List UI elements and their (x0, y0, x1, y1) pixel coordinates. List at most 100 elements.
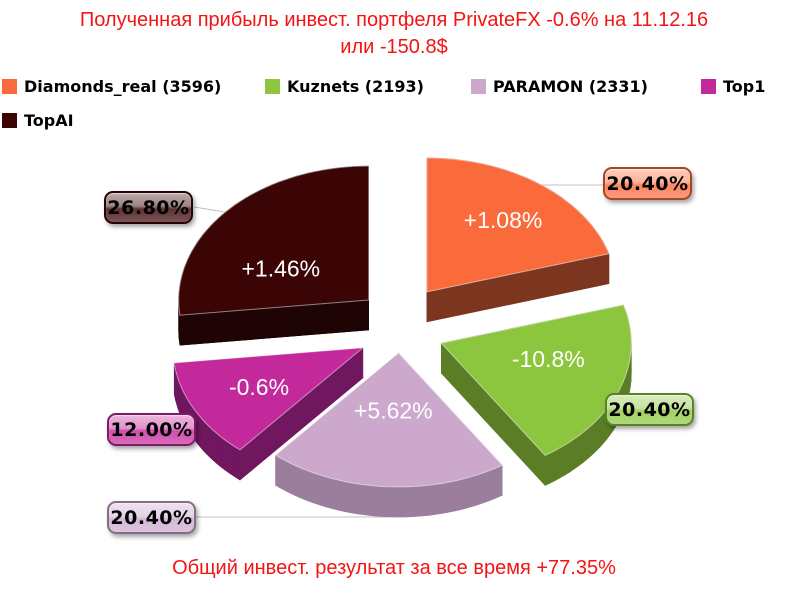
pie-slice-Kuznets-side (599, 412, 604, 448)
pie-slice-PARAMON-side (318, 474, 325, 507)
pie-slice-PARAMON-side (295, 465, 302, 499)
pie-slice-PARAMON-side (278, 456, 285, 491)
callout-topai: 26.80% (104, 191, 193, 224)
pie-slice-Kuznets-side (544, 453, 550, 486)
pie-slice-Top1-side (197, 413, 202, 449)
pie-slice-PARAMON-side (306, 469, 313, 503)
legend-swatch-icon (2, 113, 17, 128)
chart-title-line2: или -150.8$ (340, 36, 448, 58)
callout-paramon: 20.40% (107, 501, 196, 534)
pie-slice-PARAMON-side (472, 473, 480, 507)
pie-slice-PARAMON-side (382, 486, 390, 518)
pie-slice-Kuznets (440, 304, 632, 457)
pie-slice-PARAMON-side (362, 484, 370, 516)
callout-leader-line (193, 206, 226, 213)
legend-item-kuznets: Kuznets (2193) (265, 77, 424, 96)
pie-slice-Diamonds_real-side (607, 250, 610, 284)
pie-slice-PARAMON-side (466, 475, 474, 509)
pie-slice-Top1-side (201, 417, 206, 453)
pie-slice-PARAMON-side (401, 486, 410, 518)
legend-label: PARAMON (2331) (493, 77, 648, 96)
pie-slice-Kuznets-side (579, 431, 584, 466)
pie-slice-Kuznets-side (587, 423, 593, 459)
pie-slice-PARAMON-side (496, 464, 503, 499)
pie-slice-Diamonds_real (426, 157, 610, 293)
pie-slice-PARAMON-side (284, 459, 291, 494)
legend-swatch-icon (471, 79, 486, 94)
pie-slice-Top1-side (216, 432, 222, 468)
callout-top1: 12.00% (107, 413, 196, 446)
callout-value: 26.80% (107, 196, 190, 219)
legend-item-top1: Top1 (701, 77, 765, 96)
pie-slice-PARAMON-side (478, 471, 486, 505)
legend-label: Diamonds_real (3596) (24, 77, 222, 96)
pie-slice-Kuznets-side (574, 434, 580, 470)
pie-slice-PARAMON-side (368, 484, 376, 517)
slice-return-label-Top1: -0.6% (229, 374, 289, 400)
legend-label: Top1 (723, 77, 766, 96)
callout-diamonds-real: 20.40% (603, 167, 692, 200)
pie-slice-Top1-side (234, 446, 241, 481)
legend-item-diamonds-real: Diamonds_real (3596) (2, 77, 221, 96)
pie-slice-PARAMON-side (300, 467, 307, 501)
callout-kuznets: 20.40% (605, 393, 694, 426)
pie-slice-Top1-side (208, 425, 213, 461)
pie-slice-Kuznets-side (559, 444, 566, 479)
pie-slice-PARAMON-side (441, 481, 449, 514)
pie-slice-PARAMON-side (421, 484, 429, 517)
pie-slice-PARAMON-side (447, 480, 455, 513)
slice-return-label-PARAMON: +5.62% (354, 398, 433, 424)
pie-slice-PARAMON-side (415, 485, 423, 517)
legend-label: TopAI (24, 111, 74, 130)
pie-slice-PARAMON-side (330, 477, 338, 511)
pie-slice-Kuznets-side (548, 450, 555, 484)
pie-slice-Top1 (173, 347, 365, 451)
pie-slice-PARAMON-side (324, 475, 331, 509)
pie-slice-Kuznets-side (595, 416, 601, 452)
pie-slice-Top1-side (225, 439, 231, 475)
chart-footnote: Общий инвест. результат за все время +77… (172, 557, 616, 579)
pie-slice-PARAMON-side (395, 486, 403, 518)
pie-slice-Top1-side (212, 429, 217, 464)
chart-title-line1: Полученная прибыль инвест. портфеля Priv… (79, 9, 709, 31)
callout-value: 20.40% (606, 172, 689, 195)
pie-slice-PARAMON-side (336, 479, 344, 512)
pie-slice-Kuznets-side (554, 447, 560, 482)
pie-slice-PARAMON (274, 352, 504, 488)
callout-value: 20.40% (110, 506, 193, 529)
pie-slice-PARAMON-side (484, 469, 492, 503)
pie-slice-PARAMON-side (460, 477, 468, 510)
pie-slice-PARAMON-side (343, 480, 350, 513)
pie-slice-TopAI (178, 165, 370, 316)
legend-item-paramon: PARAMON (2331) (471, 77, 648, 96)
legend-item-topai: TopAI (2, 111, 74, 130)
pie-slice-PARAMON-side (375, 485, 383, 517)
legend-swatch-icon (265, 79, 280, 94)
pie-slice-PARAMON-side (289, 462, 296, 496)
pie-slice-PARAMON-side (408, 486, 416, 518)
legend-label: Kuznets (2193) (287, 77, 424, 96)
pie-slice-PARAMON-side (388, 486, 396, 518)
pie-slice-Kuznets-side (591, 420, 597, 456)
pie-slice-PARAMON-side (349, 482, 357, 514)
legend-swatch-icon (2, 79, 17, 94)
pie-slice-Top1-side (204, 421, 209, 457)
pie-slice-PARAMON-side (355, 483, 363, 515)
callout-value: 20.40% (608, 398, 691, 421)
slice-return-label-TopAI: +1.46% (241, 256, 320, 282)
pie-slice-PARAMON-side (428, 484, 436, 516)
pie-slice-Top1-side (220, 436, 226, 471)
pie-slice-Top1-side (229, 443, 236, 478)
callout-value: 12.00% (110, 418, 193, 441)
slice-return-label-Kuznets: -10.8% (512, 346, 585, 372)
pie-slice-PARAMON-side (434, 483, 442, 515)
pie-slice-PARAMON-side (490, 467, 497, 501)
pie-slice-Kuznets-side (583, 427, 589, 463)
legend-swatch-icon (701, 79, 716, 94)
pie-slice-Kuznets-side (569, 438, 575, 473)
pie-slice-PARAMON-side (275, 454, 280, 488)
pie-slice-PARAMON-side (454, 479, 461, 512)
pie-slice-PARAMON-side (312, 472, 319, 505)
